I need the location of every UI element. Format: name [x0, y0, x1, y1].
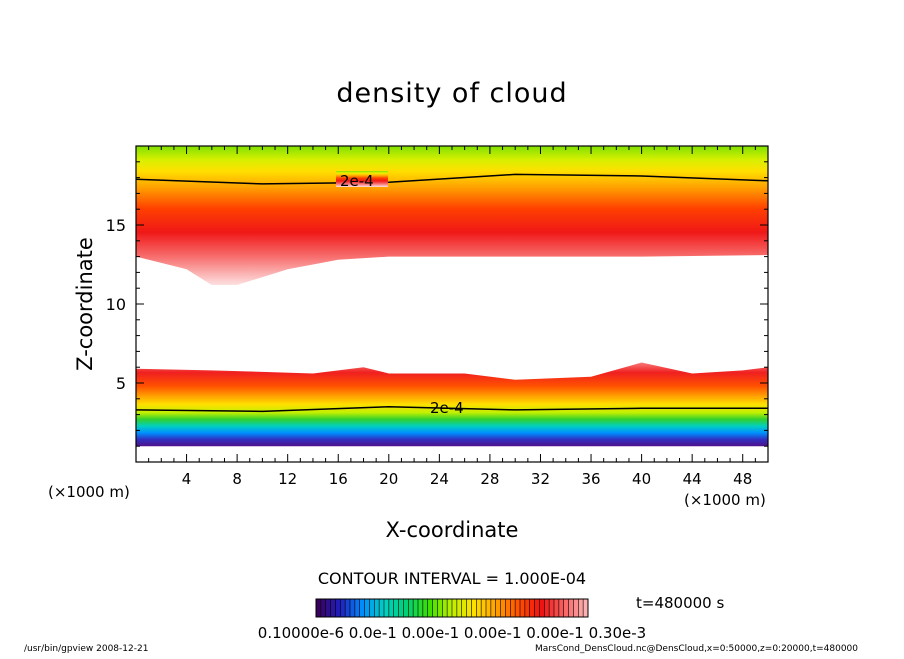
colorbar-swatch [422, 599, 429, 617]
colorbar-swatch [490, 599, 497, 617]
colorbar-swatch [388, 599, 395, 617]
colorbar-swatch [554, 599, 560, 617]
time-label: t=480000 s [636, 594, 724, 612]
y-tick-label: 15 [106, 216, 126, 235]
colorbar-swatch [320, 599, 327, 617]
colorbar-swatch [568, 599, 574, 617]
colorbar-swatch [316, 599, 322, 617]
contour-label-bg-upper [336, 171, 388, 187]
x-tick-label: 8 [232, 470, 242, 488]
colorbar-swatch [500, 599, 506, 617]
x-tick-label: 12 [278, 470, 297, 488]
colorbar-swatch [515, 599, 521, 617]
contour-line-upper [136, 173, 768, 185]
colorbar-swatch [524, 599, 531, 617]
x-tick-label: 36 [581, 470, 600, 488]
colorbar-swatch [481, 599, 487, 617]
contour-line-lower [136, 405, 768, 413]
colorbar-swatch [544, 599, 550, 617]
colorbar-swatch [583, 599, 589, 617]
colorbar-swatch [471, 599, 477, 617]
x-tick-label: 32 [531, 470, 550, 488]
colorbar-swatch [432, 599, 438, 617]
footer-left: /usr/bin/gpview 2008-12-21 [24, 644, 148, 654]
colorbar-swatch [325, 599, 331, 617]
colorbar-swatch [452, 599, 458, 617]
colorbar-labels: 0.10000e-6 0.0e-1 0.00e-1 0.00e-1 0.00e-… [258, 624, 646, 642]
colorbar-swatch [573, 599, 579, 617]
y-axis: 5 10 15 [106, 161, 768, 447]
colorbar-swatch [534, 599, 540, 617]
colorbar [315, 599, 589, 617]
x-tick-label: 4 [182, 470, 192, 488]
colorbar-swatch [476, 599, 482, 617]
colorbar-swatch [505, 599, 511, 617]
colorbar-frame [315, 598, 589, 618]
colorbar-swatch [578, 599, 584, 617]
colorbar-swatch [408, 599, 414, 617]
y-tick-label: 5 [116, 374, 126, 393]
contour-label-lower: 2e-4 [430, 399, 464, 417]
chart-title: density of cloud [336, 78, 567, 109]
colorbar-swatch [549, 599, 555, 617]
colorbar-swatch [495, 599, 501, 617]
colorbar-swatch [466, 599, 472, 617]
contour-label-upper: 2e-4 [340, 172, 374, 190]
footer-right: MarsCond_DensCloud.nc@DensCloud,x=0:5000… [535, 644, 858, 654]
upper-cloud-band [136, 146, 768, 285]
colorbar-swatch [413, 599, 419, 617]
colorbar-swatch [354, 599, 361, 617]
x-tick-label: 48 [733, 470, 752, 488]
colorbar-swatch [403, 599, 409, 617]
x-axis-label: X-coordinate [386, 518, 519, 542]
colorbar-swatch [393, 599, 399, 617]
colorbar-swatch [418, 599, 424, 617]
colorbar-swatch [442, 599, 448, 617]
colorbar-swatch [510, 599, 516, 617]
colorbar-swatch [374, 599, 380, 617]
x-tick-label: 16 [329, 470, 348, 488]
colorbar-swatch [427, 599, 433, 617]
x-tick-label: 40 [632, 470, 651, 488]
colorbar-swatch [398, 599, 404, 617]
colorbar-swatch [384, 599, 390, 617]
colorbar-swatch [563, 599, 569, 617]
colorbar-swatch [379, 599, 385, 617]
colorbar-swatch [369, 599, 375, 617]
colorbar-swatch [539, 599, 545, 617]
colorbar-swatch [529, 599, 535, 617]
x-tick-label: 44 [683, 470, 702, 488]
x-tick-label: 24 [430, 470, 449, 488]
colorbar-swatch [447, 599, 453, 617]
lower-cloud-band [136, 362, 768, 447]
colorbar-swatch [520, 599, 526, 617]
colorbar-swatch [486, 599, 492, 617]
colorbar-swatch [335, 599, 341, 617]
colorbar-swatch [359, 599, 365, 617]
colorbar-swatch [350, 599, 356, 617]
colorbar-swatch [461, 599, 467, 617]
x-tick-label: 20 [379, 470, 398, 488]
x-unit-left: (×1000 m) [48, 483, 130, 501]
y-axis-label: Z-coordinate [73, 237, 97, 371]
colorbar-swatch [345, 599, 351, 617]
y-tick-label: 10 [106, 295, 126, 314]
x-unit-right: (×1000 m) [684, 491, 766, 509]
contour-interval-text: CONTOUR INTERVAL = 1.000E-04 [318, 569, 586, 588]
x-axis: 4 8 12 16 20 24 28 32 36 40 44 48 [148, 146, 756, 488]
colorbar-swatch [437, 599, 443, 617]
x-tick-label: 28 [480, 470, 499, 488]
colorbar-swatch [558, 599, 565, 617]
colorbar-swatch [364, 599, 370, 617]
colorbar-swatch [330, 599, 336, 617]
colorbar-swatch [456, 599, 463, 617]
colorbar-swatch [340, 599, 346, 617]
